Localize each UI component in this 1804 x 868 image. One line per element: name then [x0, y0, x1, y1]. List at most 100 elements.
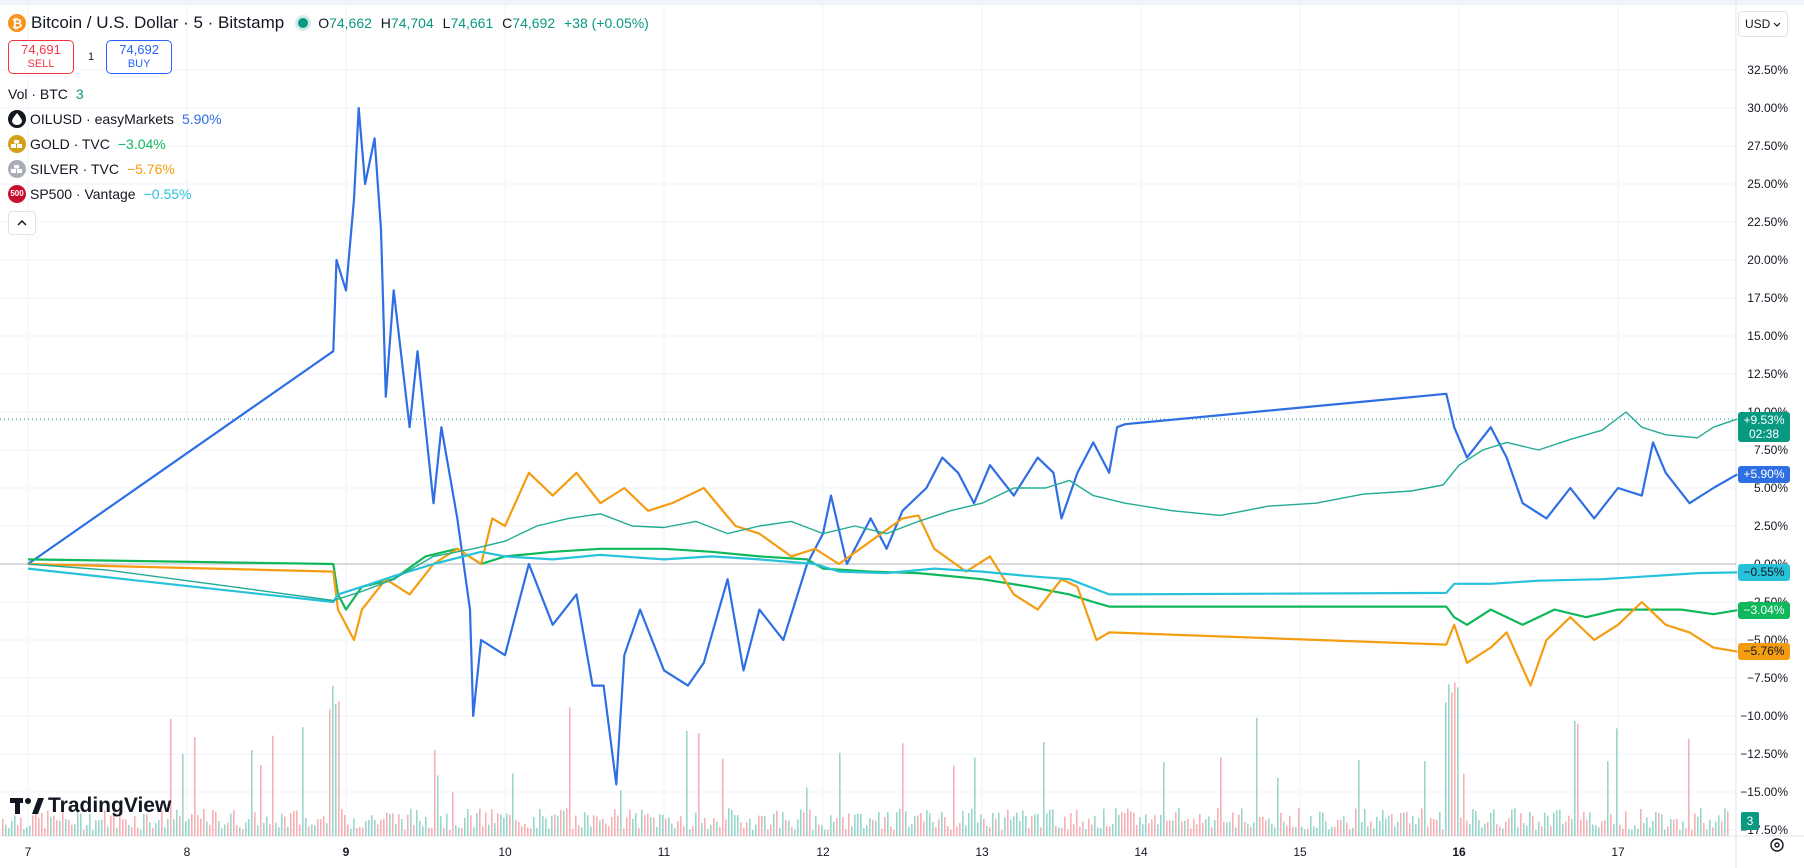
volume-bar	[731, 809, 733, 836]
volume-bar	[1451, 692, 1453, 836]
volume-bar	[1058, 827, 1060, 836]
volume-bar	[1049, 809, 1051, 836]
volume-bar	[1661, 814, 1663, 836]
volume-bar	[923, 821, 925, 836]
volume-bar	[32, 815, 34, 836]
volume-bar	[347, 824, 349, 836]
volume-bar	[1262, 816, 1264, 836]
x-tick-label: 17	[1611, 845, 1625, 859]
volume-bar	[1634, 825, 1636, 836]
volume-bar	[1319, 811, 1321, 836]
symbol-title[interactable]: Bitcoin / U.S. Dollar · 5 · Bitstamp	[31, 13, 285, 32]
volume-bar	[1316, 827, 1318, 836]
compare-row-gold[interactable]: GOLD · TVC −3.04%	[8, 132, 654, 155]
tradingview-logo-icon	[10, 798, 44, 814]
settings-gear-icon[interactable]	[1768, 836, 1786, 854]
volume-bar	[1481, 827, 1483, 836]
volume-bar	[878, 812, 880, 836]
volume-bar	[215, 811, 217, 836]
volume-bar	[1376, 816, 1378, 836]
volume-bar	[218, 820, 220, 836]
volume-bar	[1595, 825, 1597, 836]
volume-bar	[1121, 812, 1123, 836]
volume-bar	[1103, 808, 1105, 836]
volume-bar	[506, 813, 508, 836]
volume-bar	[1271, 823, 1273, 836]
volume-bar	[326, 823, 328, 836]
volume-bar	[164, 827, 166, 836]
volume-bar	[494, 823, 496, 836]
volume-bar	[1625, 811, 1627, 836]
volume-bar	[362, 827, 364, 836]
volume-bar	[137, 827, 139, 836]
volume-bar	[1085, 829, 1087, 836]
volume-bar	[1217, 808, 1219, 836]
volume-bar	[1136, 825, 1138, 836]
volume-bar	[1007, 809, 1009, 836]
volume-bar	[554, 814, 556, 836]
volume-bar	[683, 826, 685, 836]
symbol-row[interactable]: ₿ Bitcoin / U.S. Dollar · 5 · Bitstamp O…	[8, 10, 654, 36]
volume-bar	[1196, 824, 1198, 836]
volume-bar	[344, 815, 346, 836]
volume-bar	[803, 812, 805, 836]
volume-bar	[140, 829, 142, 836]
volume-bar	[623, 828, 625, 836]
volume-bar	[1400, 812, 1402, 836]
volume-bar	[497, 813, 499, 836]
volume-bar	[1679, 829, 1681, 836]
volume-bar	[596, 816, 598, 836]
volume-bar	[833, 821, 835, 836]
y-tick-label: 5.00%	[1754, 481, 1788, 495]
volume-bar	[1397, 821, 1399, 836]
volume-bar	[1655, 812, 1657, 836]
volume-bar	[473, 827, 475, 836]
volume-bar	[749, 818, 751, 836]
volume-bar	[1502, 828, 1504, 836]
volume-bar	[125, 819, 127, 836]
volume-bar	[641, 809, 643, 836]
collapse-legend-button[interactable]	[8, 211, 36, 235]
volume-bar	[131, 826, 133, 836]
volume-bar	[443, 827, 445, 836]
volume-bar	[293, 810, 295, 836]
volume-bar	[365, 820, 367, 836]
volume-bar	[455, 825, 457, 836]
volume-bar	[647, 813, 649, 836]
volume-indicator-row[interactable]: Vol · BTC 3	[8, 82, 654, 105]
volume-bar	[335, 703, 337, 836]
oil-price-tag: +5.90%	[1738, 465, 1790, 483]
volume-bar	[1337, 820, 1339, 836]
volume-bar	[1259, 817, 1261, 836]
volume-bar	[368, 819, 370, 836]
sell-button[interactable]: 74,691 SELL	[8, 40, 74, 74]
volume-bar	[491, 809, 493, 836]
volume-bar	[1694, 813, 1696, 836]
buy-button[interactable]: 74,692 BUY	[106, 40, 173, 74]
volume-bar	[1289, 815, 1291, 836]
order-quantity[interactable]: 1	[88, 51, 95, 63]
volume-bar	[488, 824, 490, 836]
volume-bar	[98, 819, 100, 836]
compare-row-oilusd[interactable]: OILUSD · easyMarkets 5.90%	[8, 107, 654, 130]
volume-bar	[452, 792, 454, 836]
compare-row-silver[interactable]: SILVER · TVC −5.76%	[8, 157, 654, 180]
volume-bar	[389, 813, 391, 836]
volume-bar	[1253, 822, 1255, 836]
currency-selector[interactable]: USD	[1738, 11, 1788, 37]
volume-bar	[1727, 811, 1729, 836]
volume-bar	[1232, 812, 1234, 836]
volume-bar	[1478, 819, 1480, 836]
volume-bar	[1421, 808, 1423, 836]
series-line-3	[27, 550, 1738, 604]
volume-bar	[872, 819, 874, 836]
volume-bar	[5, 824, 7, 836]
volume-bar	[14, 815, 16, 836]
compare-value: −0.55%	[143, 185, 192, 202]
volume-bar	[338, 701, 340, 836]
compare-row-sp500[interactable]: 500 SP500 · Vantage −0.55%	[8, 182, 654, 205]
tradingview-logo[interactable]: TradingView	[10, 794, 171, 818]
volume-bar	[80, 813, 82, 836]
volume-bar	[1379, 820, 1381, 836]
